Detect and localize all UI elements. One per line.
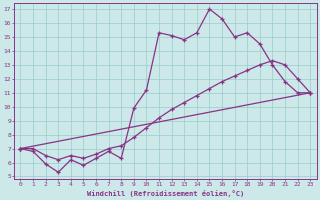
- X-axis label: Windchill (Refroidissement éolien,°C): Windchill (Refroidissement éolien,°C): [87, 190, 244, 197]
